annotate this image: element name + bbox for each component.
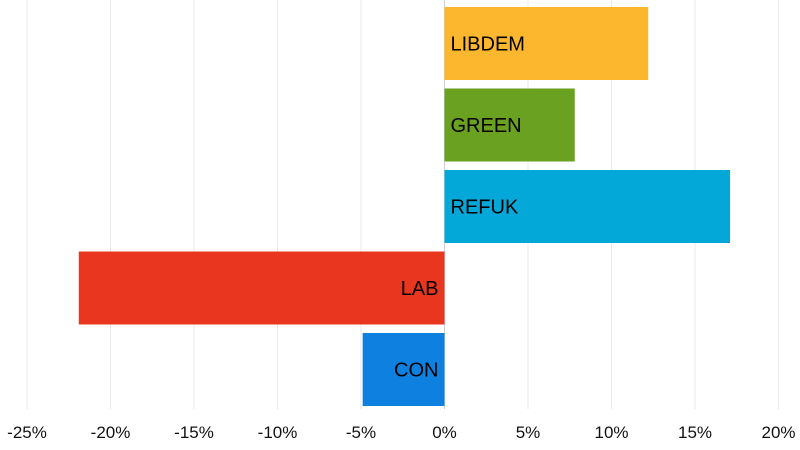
bar-label-green: GREEN: [451, 115, 522, 137]
x-tick-label: 5%: [516, 423, 541, 442]
bar-libdem: [444, 7, 649, 80]
x-tick-label: -20%: [91, 423, 131, 442]
x-tick-label: -15%: [174, 423, 214, 442]
x-tick-label: -5%: [346, 423, 376, 442]
bar-green: [444, 88, 575, 162]
x-tick-label: 20%: [761, 423, 795, 442]
x-axis: -25% -20% -15% -10% -5% 0% 5% 10% 15% 20%: [7, 423, 795, 442]
bar-con: [362, 333, 445, 406]
x-tick-label: 10%: [594, 423, 628, 442]
bars: LIBDEM GREEN REFUK LAB CON: [78, 7, 731, 406]
x-tick-label: -25%: [7, 423, 47, 442]
x-tick-label: 0%: [432, 423, 457, 442]
bar-label-con: CON: [394, 360, 438, 382]
bar-label-libdem: LIBDEM: [451, 34, 525, 56]
bar-lab: [78, 251, 445, 325]
bar-label-refuk: REFUK: [451, 197, 519, 219]
bar-label-lab: LAB: [401, 278, 439, 300]
x-tick-label: -10%: [258, 423, 298, 442]
bar-refuk: [444, 170, 731, 243]
x-tick-label: 15%: [678, 423, 712, 442]
